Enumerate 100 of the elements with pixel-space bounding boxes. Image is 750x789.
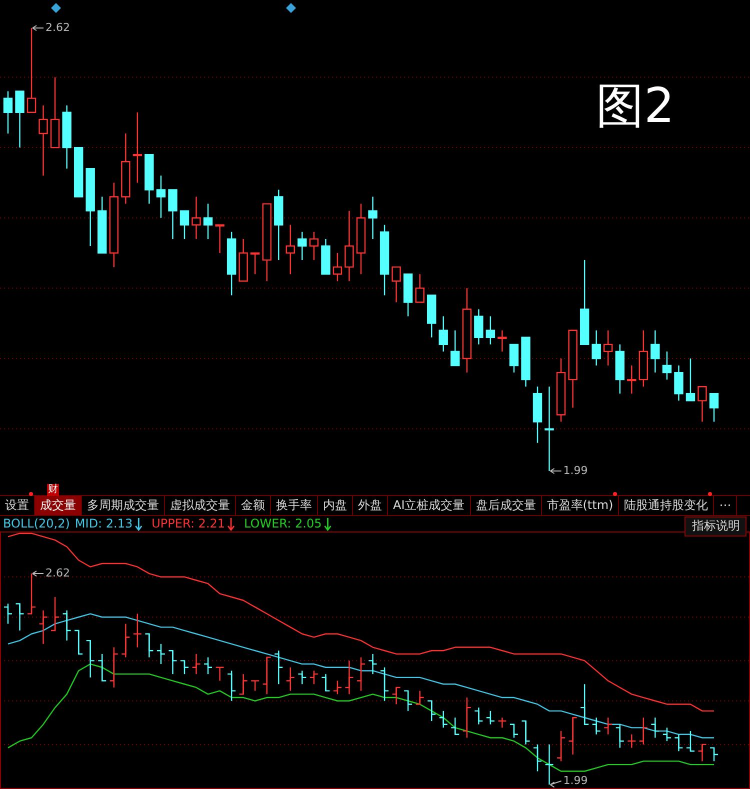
candlestick [509, 344, 519, 374]
candlestick [438, 316, 448, 352]
candlestick [662, 350, 672, 380]
text: 外盘 [358, 498, 382, 512]
candlestick [298, 231, 307, 261]
candlestick [427, 700, 436, 722]
candlestick [568, 717, 578, 756]
candlestick [132, 112, 142, 184]
text: 设置 [5, 498, 29, 512]
candlestick [604, 717, 613, 735]
candlestick [262, 203, 272, 282]
candlestick [98, 653, 107, 682]
candlestick [627, 364, 636, 394]
text: 虚拟成交量 [170, 498, 230, 512]
text: 金额 [241, 498, 265, 512]
candlestick [403, 690, 413, 712]
candlestick [192, 653, 201, 675]
candlestick [450, 330, 460, 366]
candlestick [532, 386, 542, 444]
candlestick [86, 640, 95, 678]
candlestick [592, 330, 601, 366]
candlestick [521, 336, 530, 388]
candlestick [109, 646, 118, 688]
candlestick [486, 710, 496, 725]
candlestick [38, 104, 48, 176]
candlestick [580, 684, 590, 725]
candlestick [674, 734, 684, 752]
candlestick [486, 316, 496, 346]
candlestick [686, 730, 696, 752]
candlestick [321, 238, 330, 275]
candlestick [556, 730, 566, 762]
candlestick [674, 364, 684, 402]
candlestick [392, 686, 401, 705]
candlestick [156, 175, 166, 218]
candlestick [62, 104, 72, 170]
candlestick [144, 633, 154, 658]
annotation: 1.99 [563, 774, 588, 788]
candlestick [3, 90, 13, 134]
candlestick [121, 623, 130, 658]
candlestick [180, 660, 190, 675]
candlestick [686, 358, 696, 402]
candlestick [238, 238, 248, 282]
annotation: 图2 [596, 78, 675, 134]
candlestick [415, 690, 424, 705]
candlestick [427, 294, 436, 338]
candlestick [380, 224, 390, 296]
candlestick [544, 386, 554, 472]
candlestick [615, 344, 624, 394]
candlestick [615, 724, 624, 748]
candlestick [474, 706, 484, 725]
candlestick [274, 189, 284, 261]
candlestick [168, 189, 178, 240]
candlestick [568, 330, 578, 408]
candlestick [368, 653, 378, 675]
candlestick [86, 168, 95, 247]
candlestick [109, 182, 118, 268]
candlestick [250, 680, 260, 692]
candlestick [709, 393, 719, 422]
candlestick [498, 330, 507, 352]
candlestick [74, 146, 84, 198]
candlestick [38, 610, 48, 645]
candlestick [98, 196, 107, 254]
candlestick [556, 358, 566, 422]
legend-title: BOLL(20,2) [3, 516, 70, 530]
legend-label: MID: 2.13 [74, 516, 133, 530]
annotation: 2.62 [46, 21, 70, 34]
text: ⋯ [719, 498, 732, 512]
candlestick [698, 386, 707, 422]
text: 盘后成交量 [476, 498, 536, 512]
candlestick [462, 288, 472, 374]
candlestick [74, 630, 84, 655]
text: 陆股通持股变化 [624, 498, 708, 512]
text: 换手率 [276, 498, 312, 512]
candlestick [262, 656, 272, 695]
candlestick [592, 717, 601, 735]
candlestick [474, 308, 484, 346]
candlestick [121, 132, 130, 204]
candlestick [26, 27, 36, 113]
candlestick [344, 660, 354, 695]
text: 市盈率(ttm) [546, 498, 614, 512]
candlestick [344, 210, 354, 282]
candlestick [192, 196, 201, 240]
legend-label: LOWER: 2.05 [244, 516, 322, 530]
candlestick [438, 710, 448, 728]
annotation: 2.62 [46, 566, 70, 580]
candlestick [380, 666, 390, 702]
candlestick [144, 154, 154, 204]
candlestick [309, 670, 319, 685]
candlestick [156, 643, 166, 665]
candlestick [26, 572, 36, 614]
candlestick [392, 266, 401, 303]
candlestick [274, 650, 284, 685]
text: 财 [47, 484, 59, 496]
candlestick [650, 330, 660, 374]
candlestick [604, 330, 613, 366]
candlestick [180, 210, 190, 240]
candlestick [332, 680, 342, 695]
candlestick [203, 656, 213, 675]
candlestick [450, 717, 460, 735]
candlestick [462, 696, 472, 738]
